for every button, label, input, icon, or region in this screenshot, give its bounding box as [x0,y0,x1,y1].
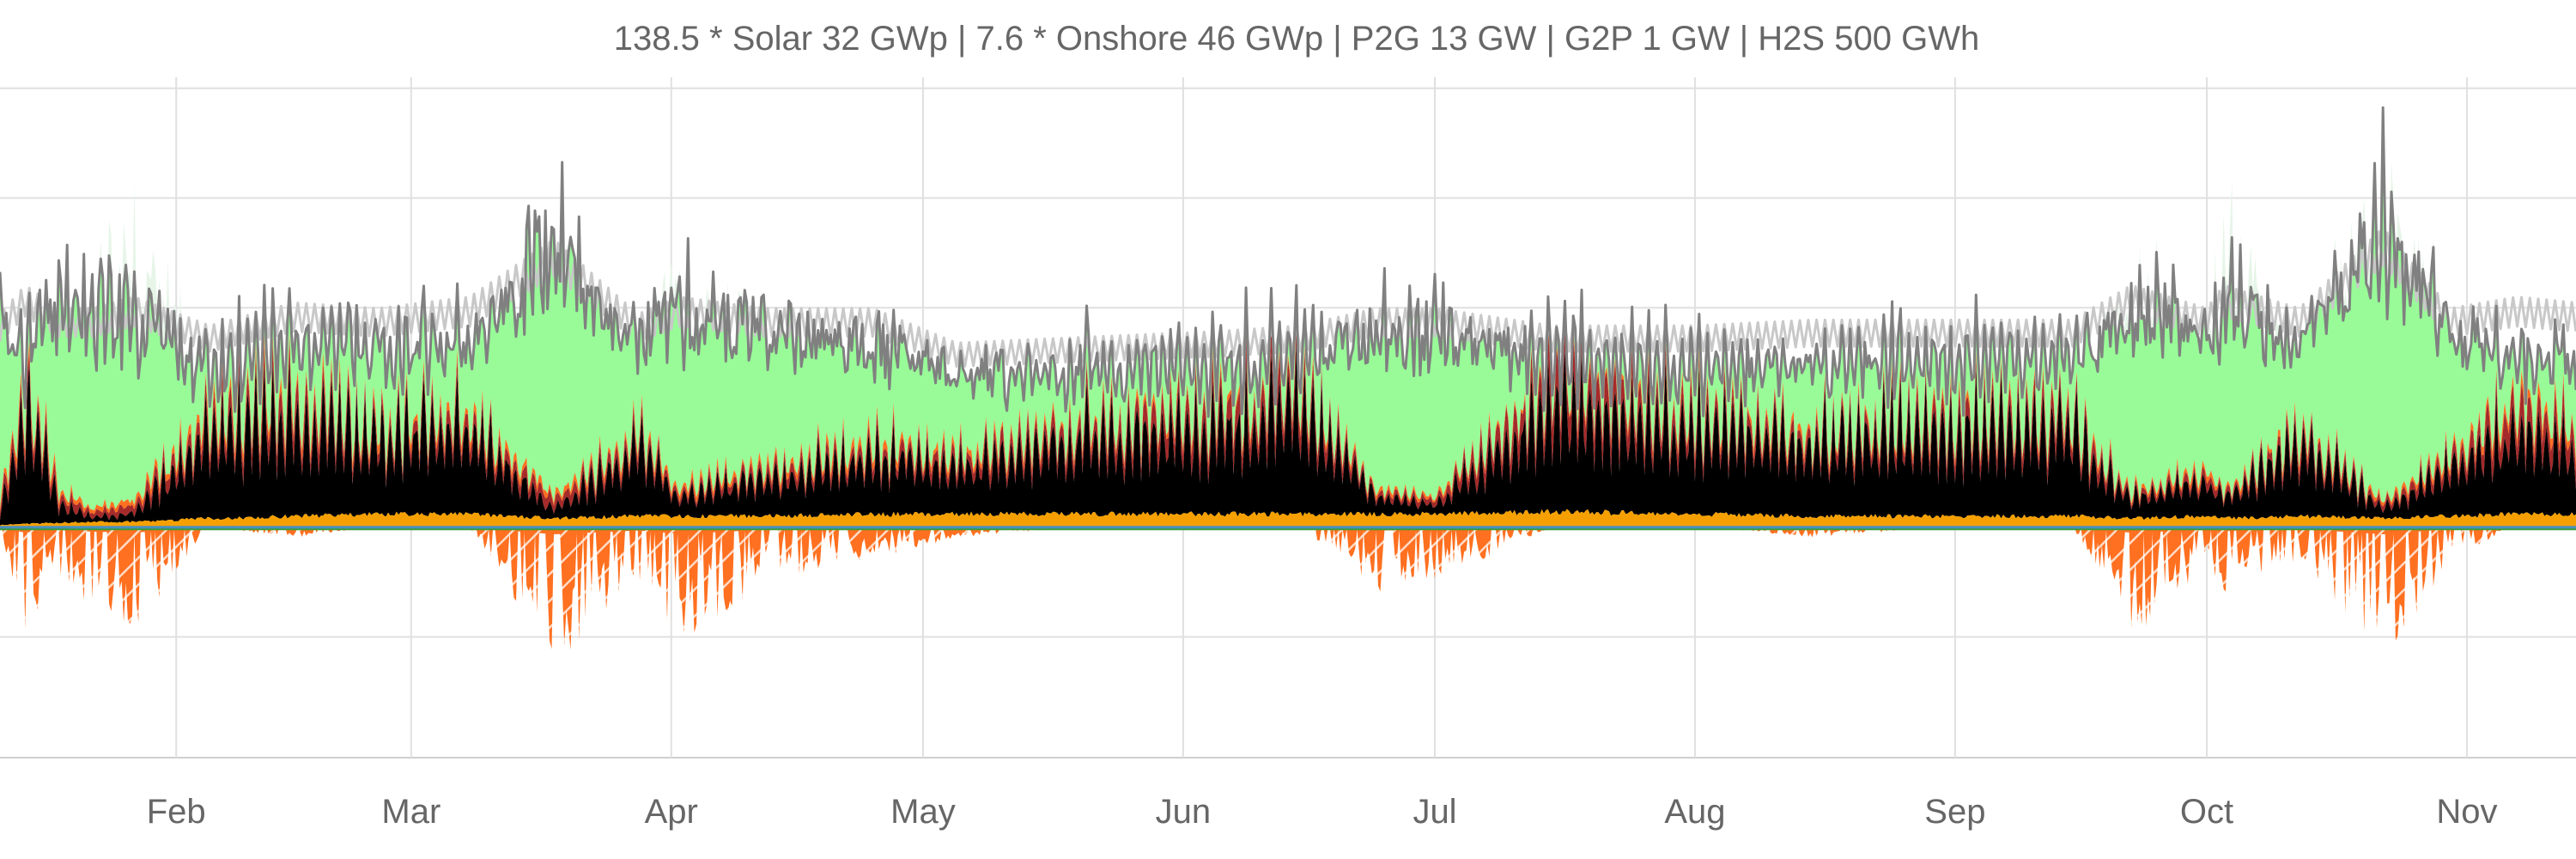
light-green-area [0,107,2576,511]
x-tick-label: Sep [1924,793,1985,831]
x-tick-label: Aug [1664,793,1725,831]
x-tick-label: May [890,793,956,831]
negative-hatched-area [0,527,2576,650]
x-tick-label: Oct [2180,793,2233,831]
dark-red-area [0,322,2576,521]
black-area [0,345,2576,526]
orange-red-area [0,315,2576,515]
x-tick-label: Feb [147,793,206,831]
x-tick-label: Jun [1156,793,1212,831]
area-layer [0,101,2576,650]
x-tick-label: Nov [2436,793,2497,831]
gray-line [0,106,2576,418]
x-tick-label: Apr [645,793,698,831]
x-tick-label: Mar [381,793,440,831]
chart-title: 138.5 * Solar 32 GWp | 7.6 * Onshore 46 … [614,20,1979,58]
x-tick-labels: Feb Mar Apr May Jun Jul Aug Sep Oct Nov [147,793,2498,831]
orange-base-area [0,509,2576,527]
x-tick-label: Jul [1413,793,1456,831]
line-layer [0,106,2576,531]
